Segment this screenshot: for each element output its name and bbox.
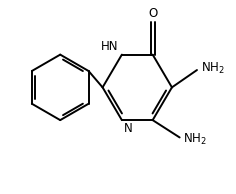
Text: NH$_2$: NH$_2$	[183, 132, 207, 147]
Text: HN: HN	[101, 40, 118, 53]
Text: NH$_2$: NH$_2$	[201, 61, 225, 76]
Text: O: O	[148, 7, 157, 20]
Text: N: N	[124, 122, 133, 135]
